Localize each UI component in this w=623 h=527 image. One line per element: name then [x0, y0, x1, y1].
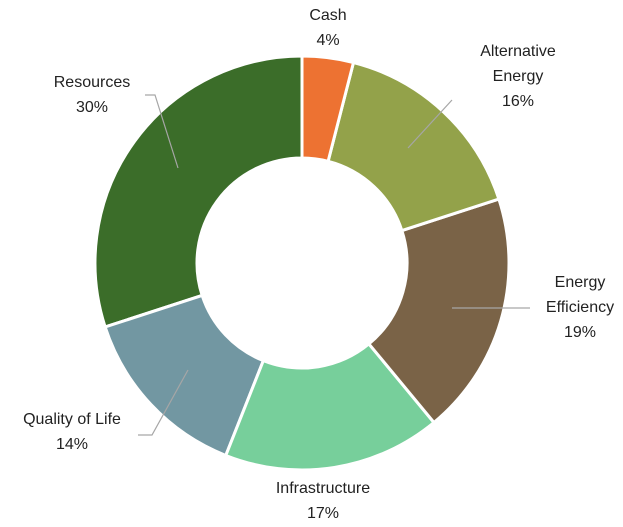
value-label: 19%	[563, 324, 597, 341]
value-label: 16%	[501, 93, 535, 110]
category-label: Alternative Energy	[480, 43, 556, 85]
data-label: Alternative Energy 16%	[468, 39, 568, 114]
value-label: 4%	[316, 32, 340, 49]
leader-line	[407, 99, 453, 149]
donut-slice	[223, 341, 437, 472]
donut-slice	[103, 293, 266, 458]
leader-line	[138, 369, 189, 436]
category-label: Infrastructure	[275, 480, 371, 497]
data-label: Resources 30%	[37, 70, 147, 120]
donut-slice	[300, 54, 356, 164]
data-label: Cash 4%	[288, 3, 368, 53]
value-label: 30%	[75, 99, 109, 116]
data-label: Energy Efficiency 19%	[530, 270, 623, 345]
data-label: Infrastructure 17%	[253, 476, 393, 526]
donut-slice	[93, 54, 304, 329]
leader-line	[145, 94, 179, 169]
category-label: Resources	[53, 74, 131, 91]
category-label: Quality of Life	[23, 411, 121, 428]
donut-slice	[366, 197, 511, 425]
category-label: Energy Efficiency	[545, 274, 615, 316]
category-label: Cash	[309, 7, 347, 24]
data-label: Quality of Life 14%	[2, 407, 142, 457]
donut-slice	[326, 60, 501, 233]
value-label: 17%	[306, 505, 340, 522]
value-label: 14%	[55, 436, 89, 453]
